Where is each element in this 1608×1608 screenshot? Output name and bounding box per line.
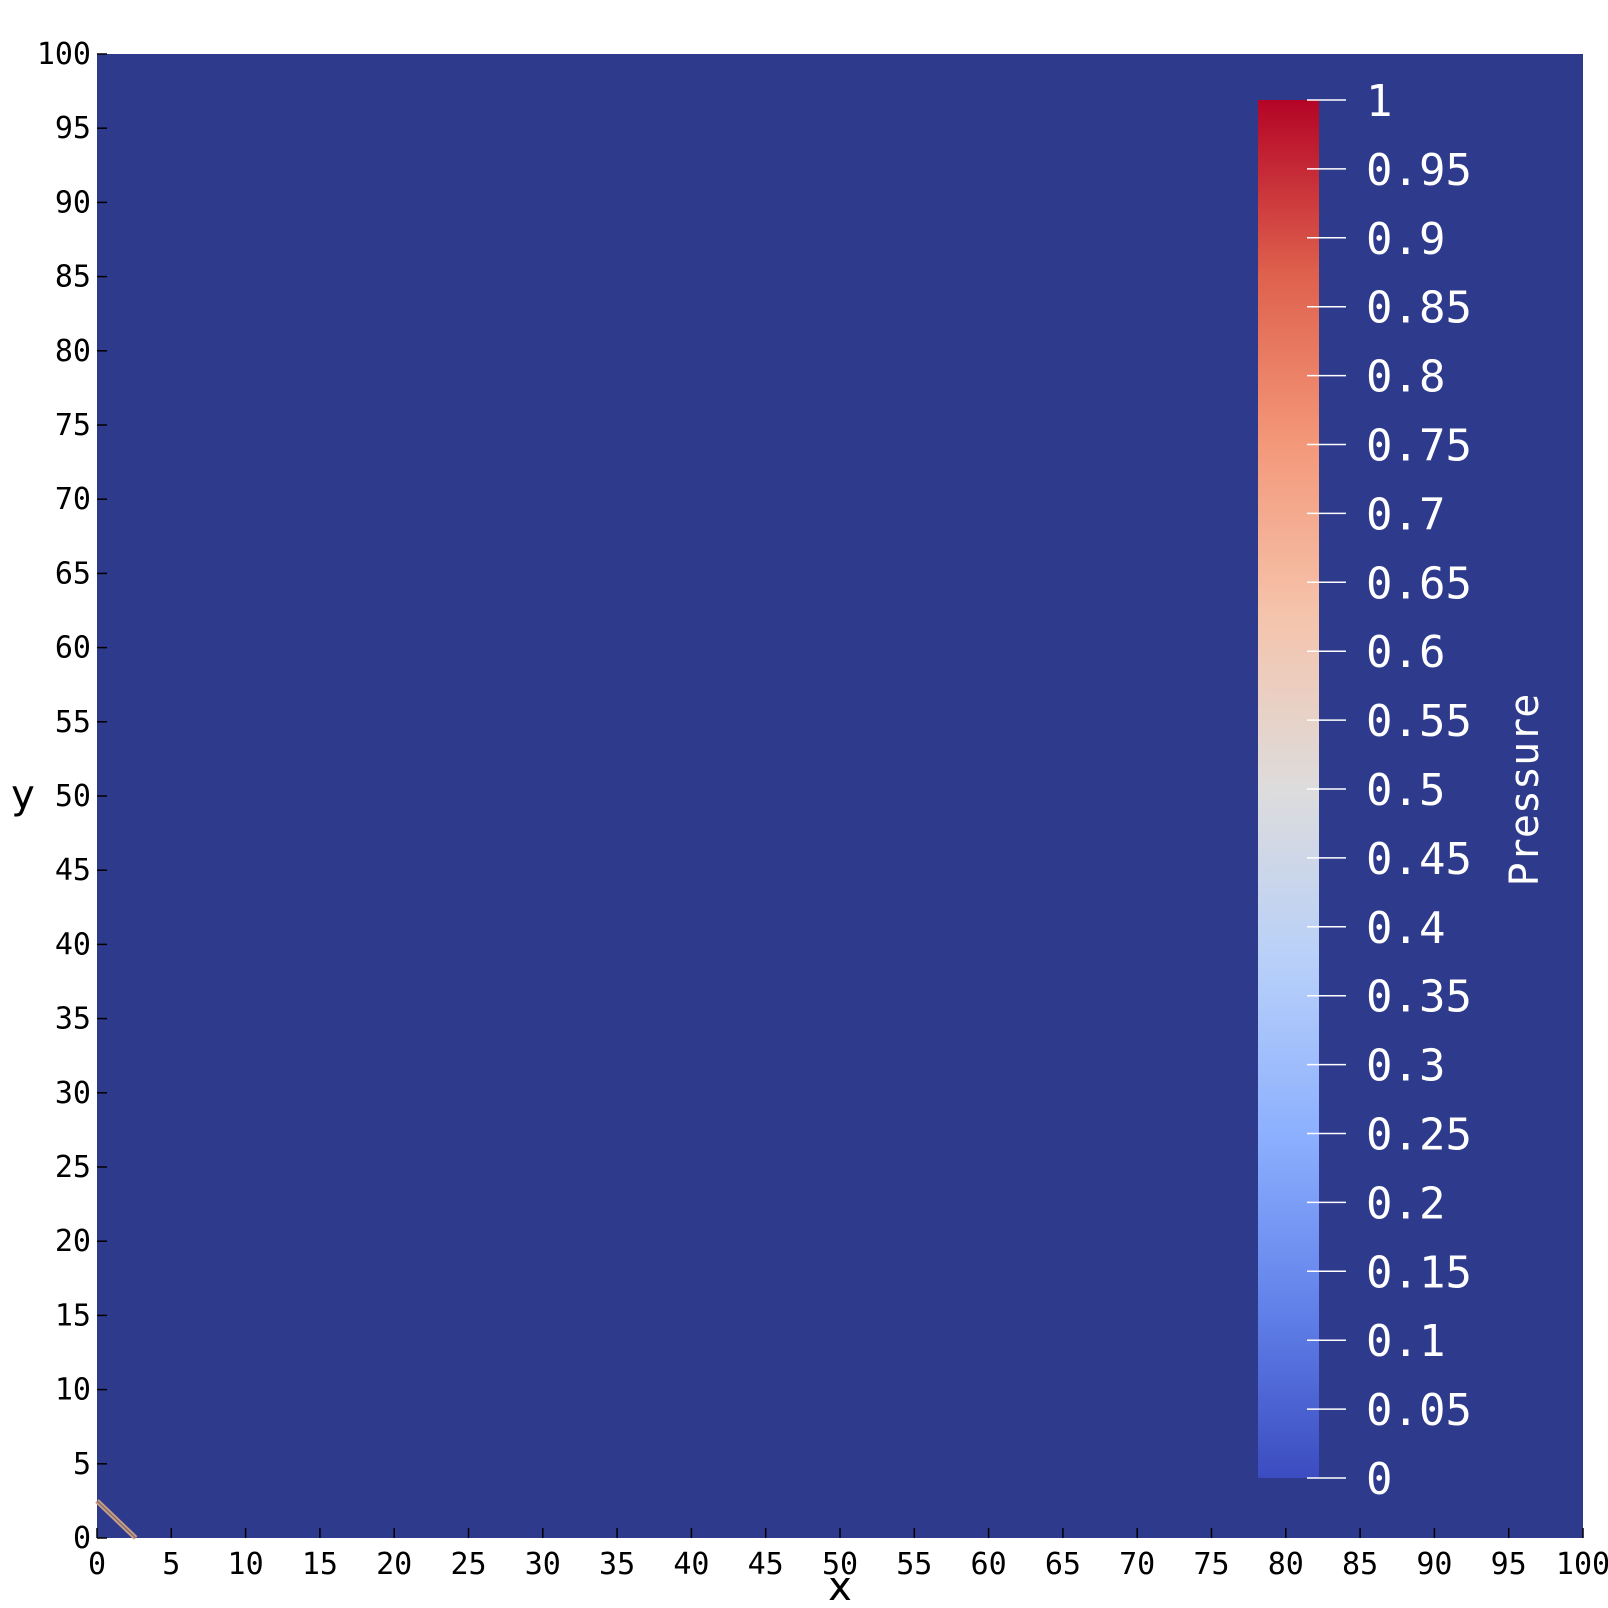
colorbar-tick-label: 0.7 xyxy=(1366,489,1445,540)
x-tick-label: 100 xyxy=(1556,1547,1608,1582)
y-tick-label: 70 xyxy=(55,482,91,517)
colorbar-tick-label: 0.65 xyxy=(1366,558,1472,609)
y-tick-label: 35 xyxy=(55,1002,91,1037)
x-axis-title: x xyxy=(828,1564,852,1608)
x-tick-label: 30 xyxy=(525,1547,561,1582)
y-tick-label: 60 xyxy=(55,631,91,666)
y-tick-label: 65 xyxy=(55,556,91,591)
x-tick-label: 25 xyxy=(450,1547,486,1582)
y-tick-label: 15 xyxy=(55,1298,91,1333)
colorbar-tick-label: 0.4 xyxy=(1366,903,1445,954)
plot-area xyxy=(97,54,1583,1538)
colorbar-tick-label: 0.2 xyxy=(1366,1178,1445,1229)
x-tick-label: 55 xyxy=(896,1547,932,1582)
x-tick-label: 60 xyxy=(971,1547,1007,1582)
y-tick-label: 75 xyxy=(55,408,91,443)
y-tick-label: 85 xyxy=(55,260,91,295)
colorbar-ticks: 1 0.95 0.9 0.85 0.8 0.75 0.7 0.65 0.6 0.55 0.5 0.45… xyxy=(1307,76,1472,1505)
y-tick-label: 95 xyxy=(55,111,91,146)
colorbar-tick-label: 0.45 xyxy=(1366,834,1472,885)
colorbar-title: Pressure xyxy=(1502,694,1548,887)
colorbar-tick-label: 0.5 xyxy=(1366,765,1445,816)
y-tick-label: 0 xyxy=(73,1521,91,1556)
colorbar-tick-label: 0.55 xyxy=(1366,696,1472,747)
x-tick-label: 85 xyxy=(1342,1547,1378,1582)
colorbar-tick-label: 1 xyxy=(1366,76,1393,127)
y-tick-label: 30 xyxy=(55,1076,91,1111)
x-tick-label: 70 xyxy=(1119,1547,1155,1582)
y-tick-label: 20 xyxy=(55,1224,91,1259)
x-tick-label: 15 xyxy=(302,1547,338,1582)
x-tick-label: 35 xyxy=(599,1547,635,1582)
colorbar-tick-label: 0.15 xyxy=(1366,1247,1472,1298)
x-tick-label: 0 xyxy=(88,1547,106,1582)
y-tick-label: 90 xyxy=(55,185,91,220)
x-tick-label: 90 xyxy=(1416,1547,1452,1582)
colorbar-tick-label: 0 xyxy=(1366,1454,1393,1505)
x-tick-label: 45 xyxy=(748,1547,784,1582)
colorbar-tick-label: 0.1 xyxy=(1366,1316,1445,1367)
colorbar-tick-label: 0.05 xyxy=(1366,1385,1472,1436)
y-axis-title: y xyxy=(11,772,35,818)
y-tick-label: 55 xyxy=(55,705,91,740)
colorbar-tick-label: 0.95 xyxy=(1366,145,1472,196)
colorbar-tick-label: 0.6 xyxy=(1366,627,1445,678)
y-tick-label: 25 xyxy=(55,1150,91,1185)
colorbar-tick-label: 0.85 xyxy=(1366,283,1472,334)
colorbar: 1 0.95 0.9 0.85 0.8 0.75 0.7 0.65 0.6 0.55 0.5 0.45… xyxy=(1258,76,1548,1505)
y-axis: 0 5 10 15 20 25 30 35 40 45 50 55 60 65 70 75 80 85 90 95 10… xyxy=(37,37,107,1556)
x-tick-label: 75 xyxy=(1193,1547,1229,1582)
x-tick-label: 80 xyxy=(1268,1547,1304,1582)
x-tick-label: 65 xyxy=(1045,1547,1081,1582)
y-tick-label: 100 xyxy=(37,37,91,72)
x-tick-label: 10 xyxy=(228,1547,264,1582)
y-tick-label: 50 xyxy=(55,779,91,814)
colorbar-tick-label: 0.3 xyxy=(1366,1041,1445,1092)
y-tick-label: 5 xyxy=(73,1447,91,1482)
x-tick-label: 40 xyxy=(673,1547,709,1582)
colorbar-tick-label: 0.9 xyxy=(1366,214,1445,265)
wavefront xyxy=(95,1499,138,1540)
x-tick-label: 20 xyxy=(376,1547,412,1582)
colorbar-tick-label: 0.8 xyxy=(1366,352,1445,403)
x-tick-label: 5 xyxy=(162,1547,180,1582)
wavefront-core xyxy=(96,1500,137,1539)
y-tick-label: 45 xyxy=(55,853,91,888)
y-tick-label: 80 xyxy=(55,334,91,369)
colorbar-tick-label: 0.35 xyxy=(1366,972,1472,1023)
colorbar-tick-label: 0.25 xyxy=(1366,1110,1472,1161)
x-tick-label: 95 xyxy=(1491,1547,1527,1582)
y-tick-label: 10 xyxy=(55,1373,91,1408)
colorbar-tick-label: 0.75 xyxy=(1366,421,1472,472)
x-axis: 0 5 10 15 20 25 30 35 40 45 50 55 60 65 70 75 80 85 90 95 10… xyxy=(88,1528,1608,1582)
x-tick-label: 50 xyxy=(822,1547,858,1582)
y-tick-label: 40 xyxy=(55,927,91,962)
